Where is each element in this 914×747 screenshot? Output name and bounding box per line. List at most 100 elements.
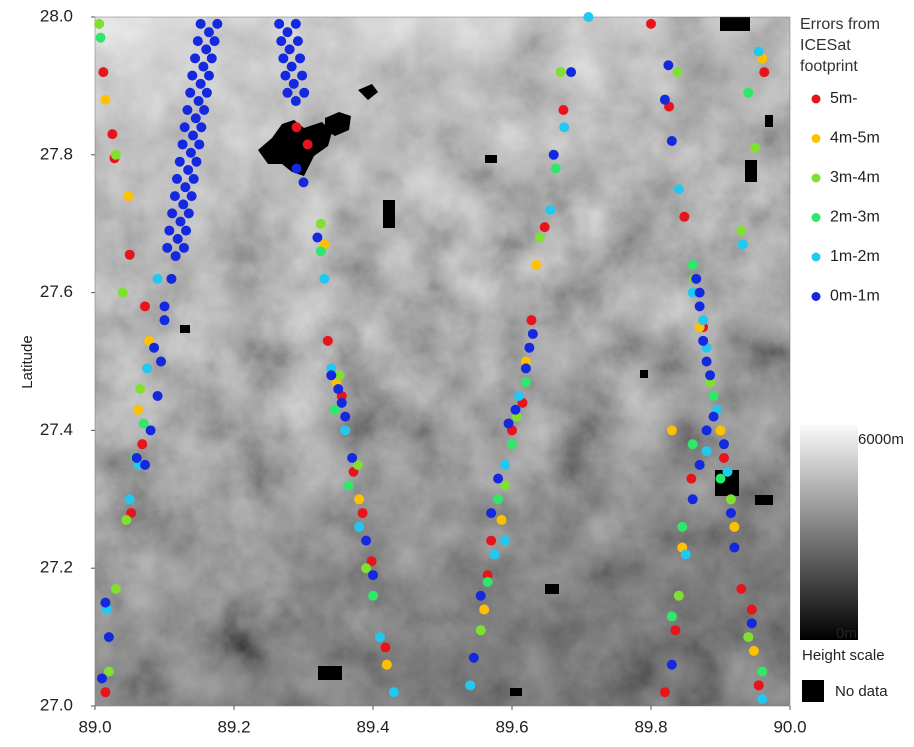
footprint-point (188, 131, 198, 141)
footprint-point (358, 508, 368, 518)
footprint-point (303, 139, 313, 149)
footprint-point (702, 357, 712, 367)
no-data-label: No data (835, 683, 888, 700)
footprint-point (736, 226, 746, 236)
footprint-point (173, 234, 183, 244)
chart: Latitude 6000m 0m Height scale No data 2… (0, 0, 914, 747)
legend-marker (812, 213, 821, 222)
footprint-point (167, 208, 177, 218)
x-tick-label: 89.8 (634, 717, 667, 736)
footprint-point (179, 243, 189, 253)
footprint-point (196, 79, 206, 89)
footprint-point (97, 673, 107, 683)
footprint-point (510, 405, 520, 415)
footprint-point (521, 377, 531, 387)
footprint-point (729, 543, 739, 553)
footprint-point (695, 460, 705, 470)
footprint-point (196, 122, 206, 132)
footprint-point (759, 67, 769, 77)
footprint-point (326, 370, 336, 380)
footprint-point (688, 260, 698, 270)
footprint-point (118, 288, 128, 298)
footprint-point (210, 36, 220, 46)
footprint-point (285, 44, 295, 54)
footprint-point (743, 632, 753, 642)
footprint-point (133, 405, 143, 415)
footprint-point (292, 164, 302, 174)
footprint-point (193, 36, 203, 46)
legend-label: 2m-3m (830, 209, 880, 226)
footprint-point (667, 660, 677, 670)
footprint-point (164, 226, 174, 236)
footprint-point (201, 44, 211, 54)
footprint-point (180, 182, 190, 192)
footprint-point (194, 139, 204, 149)
footprint-point (354, 522, 364, 532)
footprint-point (493, 474, 503, 484)
footprint-point (486, 536, 496, 546)
footprint-point (726, 508, 736, 518)
footprint-point (483, 577, 493, 587)
footprint-point (278, 53, 288, 63)
height-scale-bar (800, 425, 858, 640)
footprint-point (125, 494, 135, 504)
footprint-point (507, 439, 517, 449)
footprint-point (207, 53, 217, 63)
footprint-point (702, 446, 712, 456)
footprint-point (283, 27, 293, 37)
footprint-point (132, 453, 142, 463)
footprint-point (469, 653, 479, 663)
footprint-point (100, 687, 110, 697)
footprint-point (738, 239, 748, 249)
footprint-point (160, 301, 170, 311)
footprint-point (749, 646, 759, 656)
footprint-point (185, 88, 195, 98)
footprint-point (323, 336, 333, 346)
footprint-point (754, 680, 764, 690)
footprint-point (178, 139, 188, 149)
footprint-point (535, 232, 545, 242)
footprint-point (104, 632, 114, 642)
footprint-point (549, 150, 559, 160)
footprint-point (493, 494, 503, 504)
footprint-point (149, 343, 159, 353)
footprint-point (96, 33, 106, 43)
footprint-point (754, 46, 764, 56)
footprint-point (156, 357, 166, 367)
footprint-point (497, 515, 507, 525)
y-tick-label: 27.8 (40, 144, 73, 163)
footprint-point (191, 113, 201, 123)
footprint-point (691, 274, 701, 284)
footprint-point (528, 329, 538, 339)
footprint-point (186, 148, 196, 158)
footprint-point (476, 625, 486, 635)
height-scale-min: 0m (836, 625, 857, 642)
footprint-point (100, 95, 110, 105)
footprint-point (280, 71, 290, 81)
legend-label: 1m-2m (830, 248, 880, 265)
footprint-point (726, 494, 736, 504)
footprint-point (559, 122, 569, 132)
legend-marker (812, 95, 821, 104)
footprint-point (524, 343, 534, 353)
footprint-point (556, 67, 566, 77)
footprint-point (274, 19, 284, 29)
footprint-point (100, 598, 110, 608)
footprint-point (333, 384, 343, 394)
footprint-point (521, 363, 531, 373)
footprint-point (672, 67, 682, 77)
footprint-point (722, 467, 732, 477)
y-tick-label: 27.2 (40, 558, 73, 577)
footprint-point (111, 584, 121, 594)
footprint-point (198, 62, 208, 72)
footprint-point (540, 222, 550, 232)
y-tick-label: 28.0 (40, 6, 73, 25)
legend-marker (812, 292, 821, 301)
footprint-point (153, 391, 163, 401)
footprint-point (146, 425, 156, 435)
footprint-point (526, 315, 536, 325)
footprint-point (344, 481, 354, 491)
footprint-point (743, 88, 753, 98)
footprint-point (500, 536, 510, 546)
footprint-point (465, 680, 475, 690)
